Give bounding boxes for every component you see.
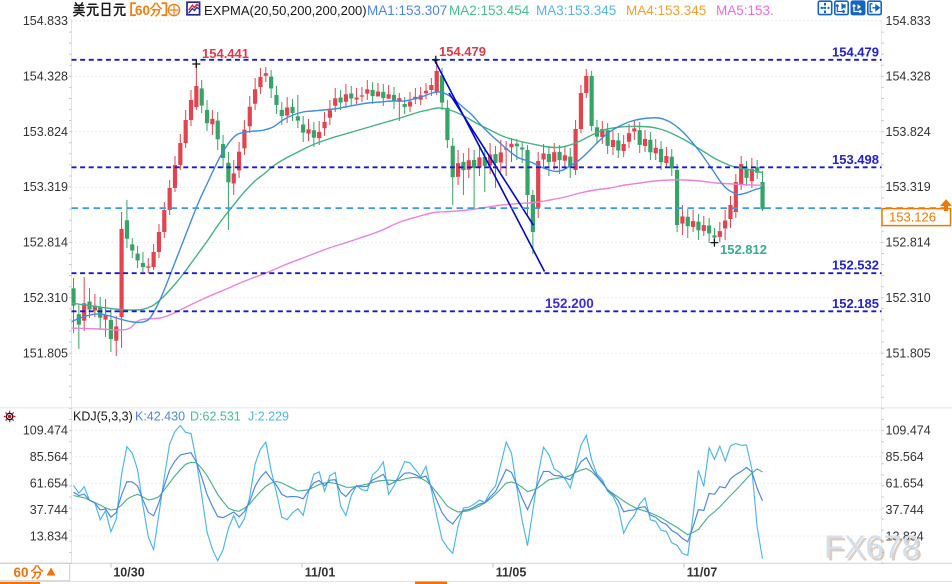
svg-text:61.654: 61.654 — [30, 476, 68, 490]
svg-text:37.744: 37.744 — [30, 503, 68, 517]
svg-text:152.814: 152.814 — [23, 236, 68, 250]
svg-text:152.812: 152.812 — [720, 242, 767, 257]
svg-text:153.824: 153.824 — [886, 125, 931, 139]
svg-text:EXPMA(20,50,200,200,200): EXPMA(20,50,200,200,200) — [204, 3, 367, 18]
svg-text:60: 60 — [14, 565, 29, 580]
svg-text:37.744: 37.744 — [886, 503, 924, 517]
svg-text:10/30: 10/30 — [113, 566, 144, 580]
svg-text:11/07: 11/07 — [687, 566, 718, 580]
svg-text:D:62.531: D:62.531 — [190, 410, 241, 424]
svg-text:154.833: 154.833 — [23, 14, 68, 28]
svg-text:13.834: 13.834 — [886, 529, 924, 543]
svg-text:152.814: 152.814 — [886, 236, 931, 250]
svg-text:11/05: 11/05 — [496, 566, 527, 580]
svg-text:MA4:153.345: MA4:153.345 — [626, 3, 706, 18]
svg-text:MA3:153.345: MA3:153.345 — [536, 3, 616, 18]
svg-text:MA1:153.307: MA1:153.307 — [367, 3, 447, 18]
svg-text:MA5:153.: MA5:153. — [716, 3, 774, 18]
svg-text:153.319: 153.319 — [886, 180, 931, 194]
svg-text:13.834: 13.834 — [30, 529, 68, 543]
svg-text:109.474: 109.474 — [886, 423, 931, 437]
svg-text:61.654: 61.654 — [886, 476, 924, 490]
svg-text:154.328: 154.328 — [886, 70, 931, 84]
svg-text:154.441: 154.441 — [202, 46, 249, 61]
svg-text:154.833: 154.833 — [886, 14, 931, 28]
svg-text:151.805: 151.805 — [23, 346, 68, 360]
svg-text:K:42.430: K:42.430 — [135, 410, 185, 424]
svg-text:152.185: 152.185 — [832, 296, 879, 311]
svg-text:60: 60 — [135, 3, 150, 18]
svg-text:11/01: 11/01 — [305, 566, 336, 580]
svg-text:153.498: 153.498 — [832, 152, 879, 167]
svg-text:J:2.229: J:2.229 — [248, 410, 289, 424]
svg-text:152.200: 152.200 — [545, 296, 594, 311]
svg-text:154.479: 154.479 — [832, 44, 879, 59]
svg-text:154.479: 154.479 — [439, 44, 486, 59]
svg-text:152.310: 152.310 — [886, 291, 931, 305]
svg-text:152.310: 152.310 — [23, 291, 68, 305]
svg-text:151.805: 151.805 — [886, 346, 931, 360]
svg-text:KDJ(5,3,3): KDJ(5,3,3) — [73, 410, 133, 424]
svg-text:MA2:153.454: MA2:153.454 — [449, 3, 530, 18]
svg-text:109.474: 109.474 — [23, 423, 68, 437]
svg-text:152.532: 152.532 — [832, 258, 879, 273]
svg-text:153.319: 153.319 — [23, 180, 68, 194]
svg-text:153.126: 153.126 — [889, 210, 936, 225]
svg-text:85.564: 85.564 — [30, 450, 68, 464]
svg-text:153.824: 153.824 — [23, 125, 68, 139]
svg-text:FX678: FX678 — [824, 529, 920, 565]
svg-text:85.564: 85.564 — [886, 450, 924, 464]
svg-text:154.328: 154.328 — [23, 70, 68, 84]
svg-text:FX678: FX678 — [827, 532, 923, 568]
